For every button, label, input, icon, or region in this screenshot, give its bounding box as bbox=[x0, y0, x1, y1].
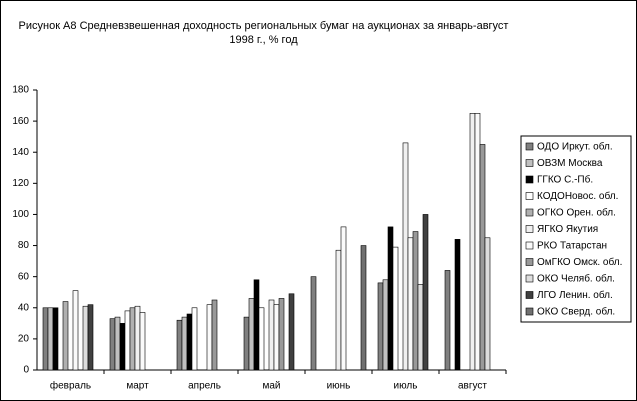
bar bbox=[417, 284, 424, 371]
bar bbox=[268, 299, 275, 371]
bar bbox=[340, 226, 347, 371]
x-tick-label: апрель bbox=[188, 381, 221, 392]
y-tick-label: 0 bbox=[23, 365, 29, 376]
bar bbox=[186, 313, 193, 371]
bar bbox=[139, 312, 146, 371]
bar bbox=[444, 270, 451, 371]
bar bbox=[273, 304, 280, 371]
bar bbox=[402, 142, 409, 371]
bar bbox=[288, 293, 295, 371]
x-tick-label: июнь bbox=[327, 381, 351, 392]
legend-label: ОДО Иркут. обл. bbox=[537, 141, 613, 153]
y-tick-label: 80 bbox=[18, 240, 30, 251]
legend-swatch bbox=[525, 225, 534, 233]
bar bbox=[47, 307, 54, 371]
bar bbox=[181, 316, 188, 371]
bar bbox=[392, 246, 399, 371]
legend-swatch bbox=[525, 291, 534, 299]
bar bbox=[191, 307, 198, 371]
legend-box bbox=[520, 135, 632, 323]
legend-swatch bbox=[525, 307, 534, 316]
bar bbox=[454, 239, 461, 371]
bar bbox=[72, 290, 79, 371]
legend-swatch bbox=[525, 258, 534, 266]
bar bbox=[479, 144, 486, 371]
legend-label: КОДОНовос. обл. bbox=[537, 190, 618, 202]
bar bbox=[124, 310, 131, 371]
x-tick-label: февраль bbox=[50, 380, 91, 392]
y-tick-label: 100 bbox=[12, 209, 29, 220]
bar bbox=[474, 113, 481, 371]
bar bbox=[134, 305, 141, 371]
legend-swatch bbox=[525, 241, 534, 250]
bar bbox=[335, 249, 342, 371]
y-tick-label: 140 bbox=[12, 147, 29, 158]
legend-label: ЛГО Ленин. обл. bbox=[537, 289, 613, 301]
x-tick-label: май bbox=[262, 381, 280, 392]
legend-swatch bbox=[525, 208, 534, 217]
bar bbox=[382, 279, 389, 371]
chart-title: Рисунок А8 Средневзвешенная доходность р… bbox=[18, 20, 509, 46]
bar bbox=[469, 113, 476, 371]
legend-swatch bbox=[525, 192, 534, 200]
bar bbox=[278, 298, 285, 371]
bar bbox=[243, 316, 250, 371]
bar bbox=[62, 301, 69, 371]
x-tick-label: март bbox=[126, 381, 149, 392]
bar bbox=[412, 231, 419, 371]
y-tick-label: 180 bbox=[12, 85, 29, 96]
legend-label: ОКО Челяб. обл. bbox=[537, 273, 615, 285]
bar bbox=[253, 279, 260, 371]
bar bbox=[484, 237, 491, 371]
bar bbox=[82, 305, 89, 371]
bar bbox=[42, 307, 49, 371]
bar bbox=[248, 298, 255, 371]
bar bbox=[114, 316, 121, 371]
legend-swatch bbox=[525, 159, 534, 167]
y-tick-label: 40 bbox=[18, 302, 30, 313]
y-tick-label: 60 bbox=[18, 271, 30, 282]
x-tick-label: июль bbox=[394, 381, 418, 392]
bar bbox=[211, 299, 218, 371]
y-tick-label: 20 bbox=[18, 334, 30, 345]
legend-swatch bbox=[525, 175, 534, 184]
legend-label: ОВЗМ Москва bbox=[537, 158, 603, 169]
legend-label: ОмГКО Омск. обл. bbox=[537, 256, 622, 268]
bar bbox=[87, 304, 94, 371]
bar bbox=[360, 245, 367, 371]
bar bbox=[310, 276, 317, 371]
y-tick-label: 120 bbox=[12, 178, 29, 189]
bar bbox=[129, 307, 136, 371]
bar bbox=[407, 237, 414, 371]
legend-label: ОГКО Орен. обл. bbox=[537, 207, 616, 219]
bar bbox=[387, 226, 394, 371]
bar bbox=[52, 307, 59, 371]
legend-label: ЯГКО Якутия bbox=[537, 224, 598, 235]
bar bbox=[258, 307, 265, 371]
bar bbox=[119, 323, 126, 371]
legend-label: ГГКО С.-Пб. bbox=[537, 174, 593, 186]
legend-swatch bbox=[525, 142, 534, 151]
bar bbox=[176, 319, 183, 371]
bar bbox=[422, 214, 429, 371]
bar bbox=[206, 304, 213, 371]
legend-label: РКО Татарстан bbox=[537, 241, 607, 252]
x-tick-label: август bbox=[458, 381, 487, 392]
legend-swatch bbox=[525, 274, 534, 283]
y-tick-label: 160 bbox=[12, 116, 29, 127]
bar bbox=[377, 282, 384, 371]
legend-label: ОКО Сверд. обл. bbox=[537, 306, 615, 318]
bar bbox=[109, 318, 116, 371]
